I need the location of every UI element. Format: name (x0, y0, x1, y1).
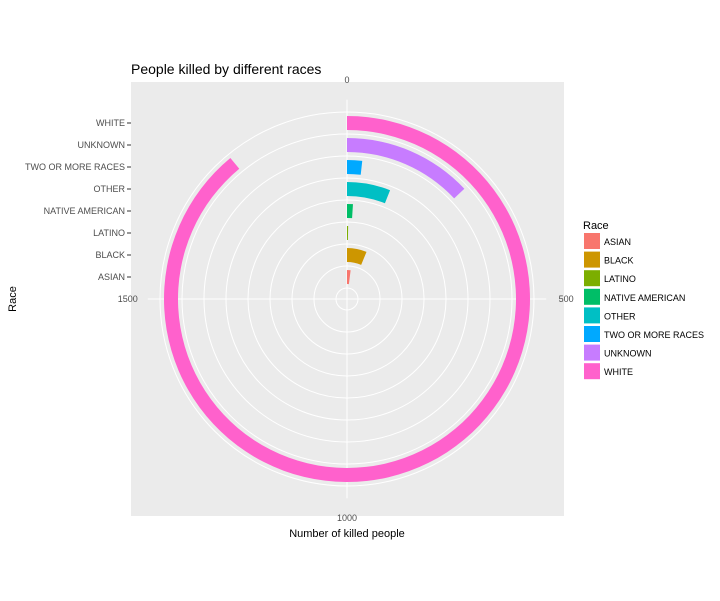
legend-title: Race (583, 220, 609, 232)
legend-swatch (584, 363, 600, 380)
x-axis-label: Number of killed people (289, 528, 405, 540)
bar-asian (347, 270, 351, 285)
bar-two-or-more-races (347, 160, 363, 175)
y-tick-label: TWO OR MORE RACES (25, 162, 125, 172)
legend-swatch (584, 233, 600, 249)
bar-unknown (347, 138, 465, 199)
y-tick-label: BLACK (95, 250, 125, 260)
y-axis: ASIAN BLACK LATINO NATIVE AMERICAN OTHER TWO … (25, 118, 131, 282)
chart-title: People killed by different races (131, 61, 321, 77)
polar-grid (147, 99, 547, 499)
legend: Race ASIAN BLACK LATINO NATIVE AMERICAN OTHE… (583, 220, 704, 380)
y-tick-label: NATIVE AMERICAN (44, 206, 125, 216)
legend-label: NATIVE AMERICAN (604, 293, 685, 303)
y-tick-label: WHITE (96, 118, 125, 128)
y-tick-label: OTHER (94, 184, 126, 194)
legend-label: TWO OR MORE RACES (604, 330, 704, 340)
legend-swatch (584, 326, 600, 342)
legend-swatch (584, 307, 600, 324)
bar-latino (347, 226, 349, 241)
legend-swatch (584, 288, 600, 305)
bar-native-american (347, 204, 353, 219)
legend-label: OTHER (604, 311, 636, 321)
legend-swatch (584, 251, 600, 268)
angle-tick-labels: 0 500 1000 1500 (118, 75, 574, 523)
legend-label: ASIAN (604, 237, 631, 247)
y-tick-label: ASIAN (98, 272, 125, 282)
angle-tick-label: 0 (344, 75, 349, 85)
bar-black (347, 248, 367, 265)
y-axis-label: Race (7, 286, 19, 312)
angle-tick-label: 500 (559, 294, 574, 304)
angle-tick-label: 1500 (118, 294, 138, 304)
legend-swatch (584, 270, 600, 287)
y-tick-label: LATINO (93, 228, 125, 238)
legend-label: UNKNOWN (604, 349, 652, 359)
bar-other (347, 182, 391, 204)
bars (163, 116, 530, 482)
legend-label: BLACK (604, 256, 634, 266)
y-tick-label: UNKNOWN (78, 140, 126, 150)
angle-tick-label: 1000 (337, 513, 357, 523)
legend-label: LATINO (604, 274, 636, 284)
legend-swatch (584, 344, 600, 361)
legend-label: WHITE (604, 367, 633, 377)
